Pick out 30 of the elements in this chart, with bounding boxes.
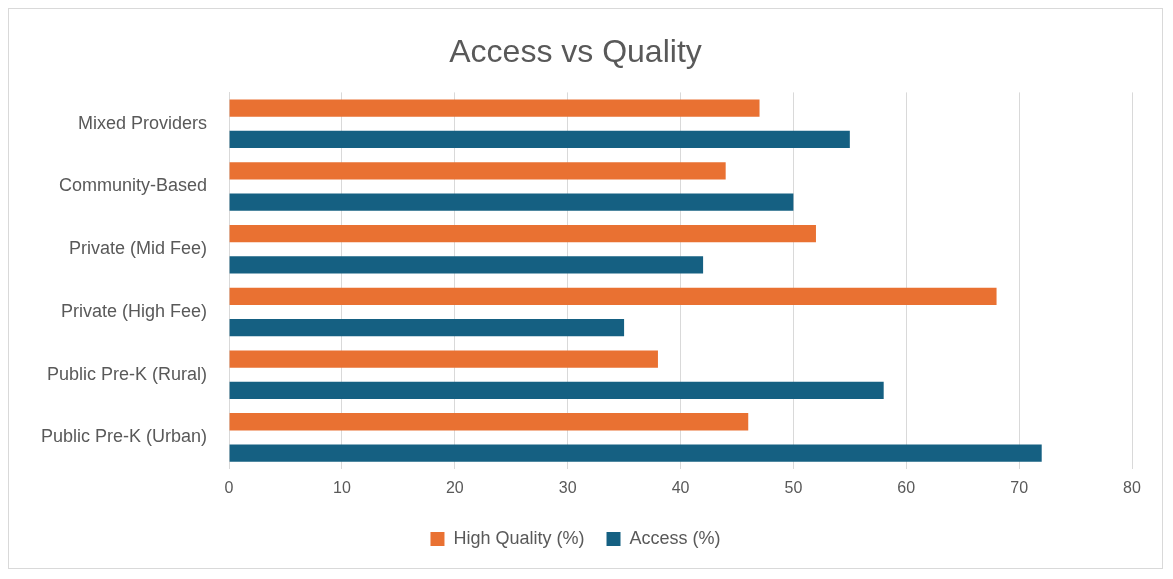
bar — [229, 413, 749, 431]
x-tick-label: 0 — [224, 478, 234, 496]
bar — [229, 350, 658, 368]
bar — [229, 319, 625, 337]
x-tick-label: 20 — [445, 478, 464, 496]
bar — [229, 193, 794, 211]
x-tick-label: 30 — [558, 478, 577, 496]
x-tick-label: 10 — [333, 478, 351, 496]
x-tick-label: 40 — [671, 478, 690, 496]
bar — [229, 287, 997, 305]
bar — [229, 130, 850, 149]
chart-title: Access vs Quality — [449, 33, 702, 70]
x-tick-label: 60 — [897, 478, 916, 496]
x-tick-label: 70 — [1010, 478, 1029, 496]
x-tick-label: 50 — [784, 478, 803, 496]
bar — [229, 162, 726, 180]
y-tick-label: Public Pre-K (Urban) — [40, 426, 208, 447]
y-tick-label: Public Pre-K (Rural) — [47, 363, 208, 384]
legend-label: High Quality (%) — [453, 527, 585, 548]
y-tick-label: Mixed Providers — [78, 112, 208, 133]
y-tick-label: Private (High Fee) — [60, 300, 208, 321]
y-tick-label: Community-Based — [58, 175, 208, 196]
bar — [229, 224, 816, 243]
bar — [229, 381, 884, 400]
legend-label: Access (%) — [629, 527, 721, 548]
y-tick-label: Private (Mid Fee) — [69, 238, 208, 259]
bar — [229, 444, 1042, 462]
x-tick-label: 80 — [1123, 478, 1141, 496]
bar — [229, 256, 704, 274]
bar — [229, 99, 760, 117]
